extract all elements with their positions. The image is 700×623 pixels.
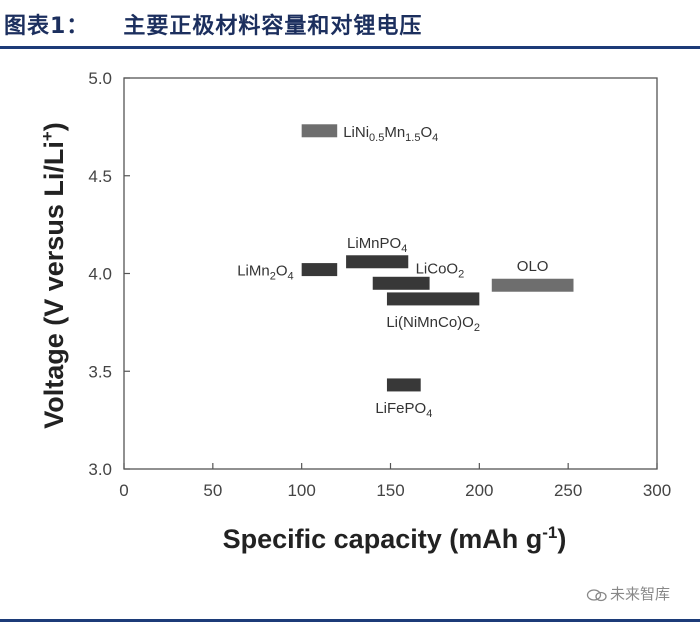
bar-limnpo4 xyxy=(346,255,409,269)
x-tick-label: 250 xyxy=(554,481,582,500)
bottom-divider xyxy=(0,619,700,622)
label-licoo2: LiCoO2 xyxy=(416,260,465,280)
x-tick-label: 100 xyxy=(287,481,315,500)
bar-olo xyxy=(491,278,574,292)
label-limnpo4: LiMnPO4 xyxy=(347,235,407,255)
wechat-icon xyxy=(586,588,607,601)
page-title: 图表1： 主要正极材料容量和对锂电压 xyxy=(4,8,696,40)
x-tick-label: 150 xyxy=(376,481,404,500)
y-tick-label: 3.0 xyxy=(88,460,112,479)
label-lini0-5mn1-5o4: LiNi0.5Mn1.5O4 xyxy=(343,124,438,144)
label-limn2o4: LiMn2O4 xyxy=(237,263,293,283)
y-tick-label: 5.0 xyxy=(88,69,112,88)
bar-lini0-5mn1-5o4 xyxy=(301,124,338,138)
label-olo: OLO xyxy=(517,258,549,275)
bar-li-nimnco-o2 xyxy=(386,292,480,306)
label-li-nimnco-o2: Li(NiMnCo)O2 xyxy=(386,314,480,334)
bar-limn2o4 xyxy=(301,263,338,277)
watermark-text: 未来智库 xyxy=(610,585,671,603)
y-tick-label: 4.0 xyxy=(88,265,112,284)
watermark: 未来智库 xyxy=(586,583,696,607)
x-tick-label: 0 xyxy=(119,481,128,500)
x-tick-label: 50 xyxy=(203,481,222,500)
x-tick-label: 300 xyxy=(643,481,671,500)
y-tick-label: 4.5 xyxy=(88,167,112,186)
bar-lifepo4 xyxy=(386,378,421,392)
figure-number: 图表1： xyxy=(4,14,90,39)
label-lifepo4: LiFePO4 xyxy=(375,400,432,420)
top-divider xyxy=(0,46,700,49)
figure-title: 主要正极材料容量和对锂电压 xyxy=(123,14,423,39)
bar-licoo2 xyxy=(372,276,430,290)
y-tick-label: 3.5 xyxy=(88,362,112,381)
y-axis-title: Voltage (V versus Li/Li+) xyxy=(38,122,69,429)
x-axis-title: Specific capacity (mAh g-1) xyxy=(223,523,567,554)
x-tick-label: 200 xyxy=(465,481,493,500)
